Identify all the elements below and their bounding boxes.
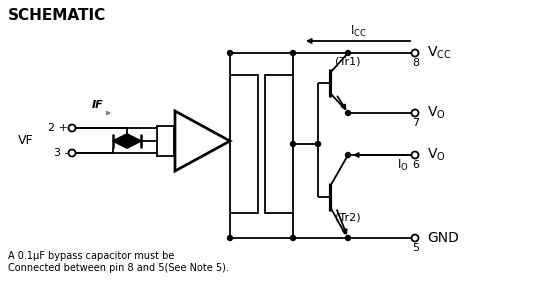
Circle shape bbox=[345, 50, 351, 55]
Text: $\mathdefault{I_O}$: $\mathdefault{I_O}$ bbox=[397, 158, 409, 173]
Text: $\mathdefault{I_{CC}}$: $\mathdefault{I_{CC}}$ bbox=[350, 24, 366, 39]
Text: (Tr1): (Tr1) bbox=[335, 57, 360, 67]
Text: Connected between pin 8 and 5(See Note 5).: Connected between pin 8 and 5(See Note 5… bbox=[8, 263, 229, 273]
Text: $\mathdefault{V_O}$: $\mathdefault{V_O}$ bbox=[427, 147, 446, 163]
Bar bbox=[157, 126, 174, 156]
Text: VF: VF bbox=[18, 134, 34, 147]
Text: $\mathdefault{V_O}$: $\mathdefault{V_O}$ bbox=[427, 105, 446, 121]
Circle shape bbox=[411, 151, 418, 159]
Circle shape bbox=[411, 110, 418, 117]
Circle shape bbox=[316, 142, 320, 146]
Text: $\mathdefault{V_{CC}}$: $\mathdefault{V_{CC}}$ bbox=[427, 45, 451, 61]
Circle shape bbox=[228, 50, 232, 55]
Text: 7: 7 bbox=[413, 118, 419, 128]
Circle shape bbox=[69, 149, 76, 156]
Circle shape bbox=[290, 142, 295, 146]
Circle shape bbox=[228, 236, 232, 241]
Polygon shape bbox=[127, 134, 141, 148]
Text: IF: IF bbox=[92, 100, 104, 110]
Circle shape bbox=[345, 152, 351, 158]
Circle shape bbox=[345, 110, 351, 115]
Text: 5: 5 bbox=[413, 243, 419, 253]
Text: GND: GND bbox=[427, 231, 459, 245]
Circle shape bbox=[411, 234, 418, 241]
Text: A 0.1μF bypass capacitor must be: A 0.1μF bypass capacitor must be bbox=[8, 251, 174, 261]
Text: 2 +: 2 + bbox=[48, 123, 68, 133]
Text: 8: 8 bbox=[413, 58, 419, 68]
Bar bbox=[265, 75, 293, 213]
Text: SCHEMATIC: SCHEMATIC bbox=[8, 8, 106, 23]
Circle shape bbox=[69, 125, 76, 132]
Text: (Tr2): (Tr2) bbox=[335, 212, 361, 222]
Text: 6: 6 bbox=[413, 160, 419, 170]
Circle shape bbox=[290, 50, 295, 55]
Bar bbox=[230, 75, 258, 213]
Circle shape bbox=[345, 236, 351, 241]
Polygon shape bbox=[175, 111, 230, 171]
Text: 3 -: 3 - bbox=[53, 148, 68, 158]
Circle shape bbox=[290, 236, 295, 241]
Polygon shape bbox=[113, 134, 127, 148]
Circle shape bbox=[411, 50, 418, 57]
